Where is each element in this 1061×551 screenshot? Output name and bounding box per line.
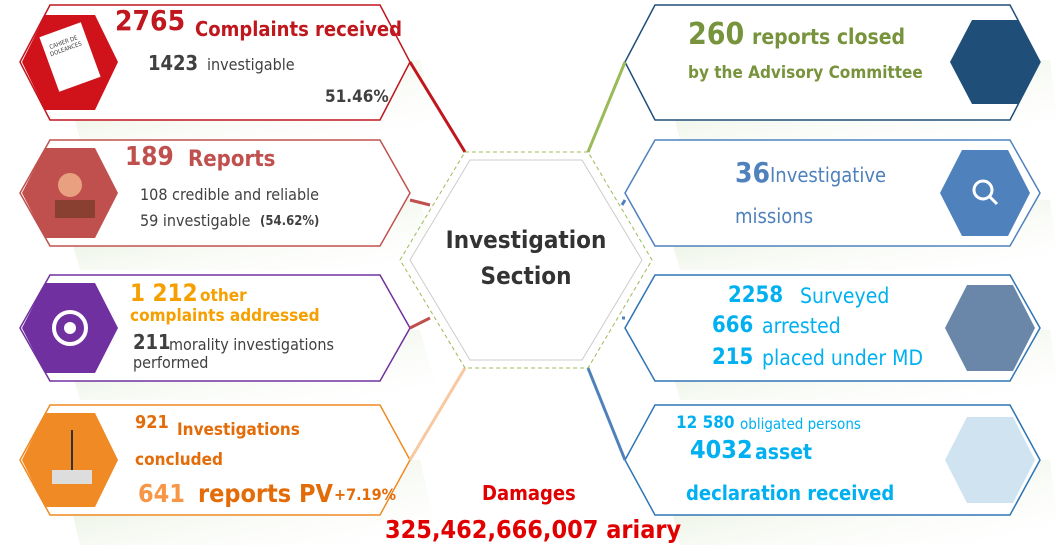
- number: 921: [135, 412, 169, 433]
- number: 4032: [690, 435, 753, 464]
- label: declaration received: [686, 481, 895, 505]
- number: 211: [133, 330, 171, 354]
- label: by the Advisory Committee: [688, 63, 923, 83]
- label: Investigations concluded: [135, 420, 300, 470]
- label: missions: [735, 204, 814, 228]
- rate: (54.62%): [260, 214, 320, 229]
- text-line: 108 credible and reliable: [140, 185, 319, 204]
- label: reports PV: [198, 479, 333, 508]
- center-hexagon: [409, 159, 643, 361]
- rate: 51.46%: [325, 87, 389, 107]
- label: other: [200, 286, 247, 306]
- number: 260: [688, 17, 745, 52]
- label: obligated persons: [740, 415, 861, 433]
- number: 36: [735, 156, 771, 189]
- number: 189: [125, 142, 174, 172]
- number: 1423: [148, 51, 199, 75]
- center-outline: [399, 151, 653, 369]
- label: complaints addressed: [130, 306, 320, 326]
- number: 215: [712, 345, 754, 370]
- boxes: [19, 4, 1041, 516]
- text-line: 59 investigable: [140, 211, 251, 230]
- damages-label: Damages: [482, 481, 576, 505]
- number: 2765: [115, 4, 186, 37]
- connectors: [408, 61, 627, 461]
- label: Reports: [188, 147, 276, 172]
- label: placed under MD: [762, 346, 924, 370]
- label: Surveyed: [800, 284, 890, 308]
- damages-amount: 325,462,666,007 ariary: [385, 515, 682, 544]
- number: 12 580: [676, 413, 735, 433]
- label: arrested: [762, 314, 841, 338]
- number: 666: [712, 313, 754, 338]
- rate: +7.19%: [334, 485, 396, 504]
- icons: [22, 15, 1040, 507]
- label: reports closed: [752, 25, 906, 49]
- label: morality investigations performed: [133, 335, 334, 372]
- number: 1 212: [130, 279, 198, 307]
- center-title: Investigation Section: [445, 226, 607, 290]
- label: Complaints received: [195, 17, 402, 41]
- label: Investigative: [770, 163, 887, 187]
- label: investigable: [207, 55, 295, 74]
- number: 641: [138, 479, 185, 508]
- label: asset: [755, 440, 813, 464]
- number: 2258: [728, 283, 784, 308]
